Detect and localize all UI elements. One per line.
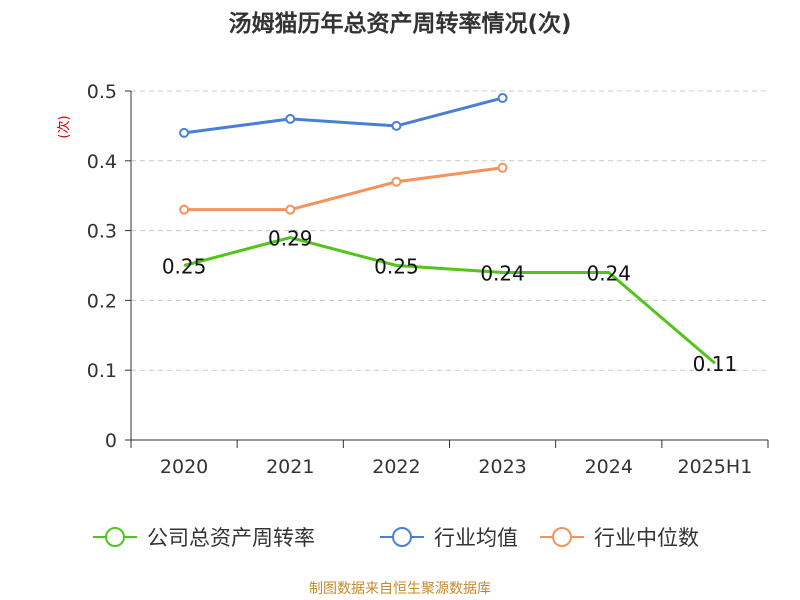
legend-marker bbox=[105, 527, 125, 547]
series-point bbox=[391, 176, 402, 187]
x-tick-label: 2025H1 bbox=[678, 456, 753, 478]
legend[interactable]: 公司总资产周转率 行业均值 行业中位数 bbox=[93, 526, 699, 550]
legend-marker bbox=[392, 527, 412, 547]
y-tick-label: 0 bbox=[105, 430, 117, 452]
data-label: 0.24 bbox=[480, 261, 525, 285]
y-tick-label: 0.5 bbox=[87, 81, 117, 103]
series-line-3 bbox=[184, 166, 503, 212]
data-label: 0.11 bbox=[693, 352, 738, 376]
y-axis-unit-label: (次) bbox=[56, 115, 72, 138]
series-line-2 bbox=[183, 96, 503, 135]
chart-title: 汤姆猫历年总资产周转率情况(次) bbox=[228, 11, 572, 37]
legend-label: 公司总资产周转率 bbox=[147, 526, 315, 550]
y-tick-label: 0.1 bbox=[87, 360, 117, 382]
series-point bbox=[179, 204, 190, 215]
x-tick-label: 2023 bbox=[478, 456, 526, 478]
legend-item-3[interactable]: 行业中位数 bbox=[540, 526, 699, 550]
series-point bbox=[179, 127, 190, 138]
series-point bbox=[497, 92, 508, 103]
series-point bbox=[391, 120, 402, 131]
data-label: 0.29 bbox=[268, 227, 313, 251]
data-label: 0.25 bbox=[374, 255, 419, 279]
x-tick-label: 2022 bbox=[372, 456, 420, 478]
series-point bbox=[497, 162, 508, 173]
x-tick-label: 2020 bbox=[160, 456, 208, 478]
x-tick-label: 2021 bbox=[266, 456, 314, 478]
x-tick-label: 2024 bbox=[585, 456, 633, 478]
y-tick-label: 0.4 bbox=[87, 151, 117, 173]
series-line-1 bbox=[183, 236, 716, 365]
data-label: 0.24 bbox=[586, 261, 631, 285]
legend-label: 行业中位数 bbox=[594, 526, 699, 550]
y-tick-label: 0.2 bbox=[87, 290, 117, 312]
legend-item-2[interactable]: 行业均值 bbox=[380, 526, 518, 550]
legend-label: 行业均值 bbox=[434, 526, 518, 550]
data-label: 0.25 bbox=[162, 255, 207, 279]
grid-lines bbox=[131, 90, 768, 371]
series-point bbox=[285, 113, 296, 124]
axes: 0 0.1 0.2 0.3 0.4 0.5 (次) 2020 2021 2022 2023 2024 2… bbox=[56, 81, 769, 478]
legend-item-1[interactable]: 公司总资产周转率 bbox=[93, 526, 315, 550]
series-point bbox=[285, 204, 296, 215]
series bbox=[179, 92, 716, 365]
source-note: 制图数据来自恒生聚源数据库 bbox=[309, 581, 491, 597]
legend-marker bbox=[552, 527, 572, 547]
data-labels: 0.25 0.29 0.25 0.24 0.24 0.11 bbox=[162, 227, 737, 377]
y-tick-label: 0.3 bbox=[87, 221, 117, 243]
